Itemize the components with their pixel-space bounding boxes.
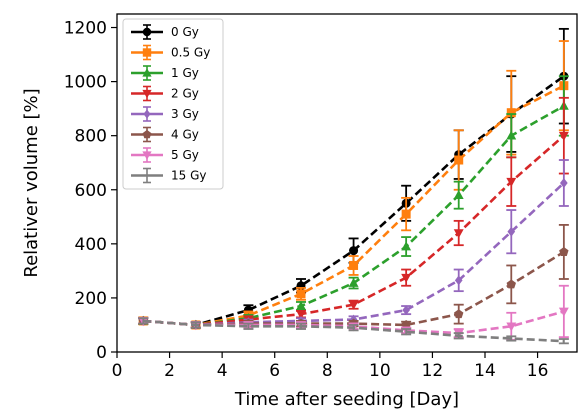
- legend-marker: [142, 68, 152, 77]
- legend-item: 0 Gy: [131, 24, 199, 40]
- legend-label: 0 Gy: [171, 25, 199, 39]
- legend-marker: [142, 27, 152, 37]
- x-tick-label: 2: [164, 361, 175, 381]
- legend-item: 2 Gy: [131, 85, 199, 102]
- legend-marker: [142, 129, 152, 139]
- x-tick-label: 12: [422, 361, 444, 381]
- data-point: [453, 189, 464, 199]
- y-tick-label: 1000: [64, 73, 107, 93]
- data-point: [506, 108, 516, 118]
- data-point: [507, 226, 516, 237]
- x-tick-label: 14: [474, 361, 496, 381]
- axes: 0 2 4 6 8 10 12 14 16 0 200 400 600 800 1000 1200: [64, 13, 578, 381]
- data-point: [559, 247, 569, 256]
- y-tick-label: 600: [75, 181, 107, 201]
- y-axis-label: Relativer volume [%]: [21, 88, 42, 277]
- y-tick-label: 800: [75, 127, 107, 147]
- legend-item: 15 Gy: [131, 167, 206, 184]
- data-point: [454, 309, 464, 319]
- legend-label: 4 Gy: [171, 128, 199, 142]
- data-point: [348, 300, 359, 310]
- legend-item: 0.5 Gy: [131, 44, 210, 61]
- data-point: [454, 275, 463, 286]
- data-point: [454, 155, 464, 165]
- y-tick-label: 1200: [64, 19, 107, 39]
- data-point: [402, 305, 410, 316]
- data-point: [401, 241, 412, 251]
- x-tick-label: 10: [369, 361, 391, 381]
- plot-marks: [138, 27, 569, 345]
- data-point: [506, 322, 517, 332]
- data-point: [506, 279, 516, 289]
- series-15-gy: [138, 317, 569, 345]
- legend-label: 3 Gy: [171, 107, 199, 121]
- legend-marker: [142, 89, 152, 99]
- legend-marker: [143, 109, 151, 119]
- y-tick-label: 400: [75, 235, 107, 255]
- data-point: [349, 246, 359, 256]
- series-5-gy: [138, 284, 569, 341]
- legend-box: [122, 18, 224, 190]
- data-point: [296, 310, 306, 320]
- data-point: [558, 131, 569, 141]
- data-point: [296, 289, 306, 299]
- data-point: [560, 178, 568, 188]
- legend-label: 2 Gy: [171, 87, 199, 101]
- data-point: [506, 130, 517, 140]
- data-point: [296, 300, 306, 310]
- y-tick-label: 0: [96, 343, 107, 363]
- x-tick-label: 16: [527, 361, 549, 381]
- x-tick-label: 8: [322, 361, 333, 381]
- legend-item: 5 Gy: [131, 147, 199, 163]
- series-line: [143, 319, 564, 343]
- legend-label: 5 Gy: [171, 148, 199, 162]
- data-point: [348, 277, 359, 287]
- data-point: [558, 307, 569, 317]
- plot-frame: [116, 13, 578, 353]
- data-point: [453, 229, 464, 239]
- data-point: [401, 209, 411, 219]
- legend: 0 Gy 0.5 Gy 1 Gy 2 Gy 3 Gy 4 Gy 5 Gy 15 Gy: [122, 18, 224, 190]
- data-point: [401, 273, 412, 283]
- x-tick-label: 0: [112, 361, 123, 381]
- x-tick-label: 6: [269, 361, 280, 381]
- legend-label: 0.5 Gy: [171, 46, 210, 60]
- x-axis-label: Time after seeding [Day]: [234, 389, 459, 410]
- legend-item: 3 Gy: [131, 106, 199, 122]
- y-tick-label: 200: [75, 289, 107, 309]
- legend-label: 15 Gy: [171, 169, 206, 183]
- legend-item: 4 Gy: [131, 126, 199, 143]
- data-point: [506, 177, 517, 187]
- data-point: [349, 260, 359, 270]
- legend-item: 1 Gy: [131, 65, 199, 81]
- legend-label: 1 Gy: [171, 66, 199, 80]
- x-tick-label: 4: [217, 361, 228, 381]
- legend-marker: [142, 48, 152, 57]
- legend-marker: [142, 151, 152, 160]
